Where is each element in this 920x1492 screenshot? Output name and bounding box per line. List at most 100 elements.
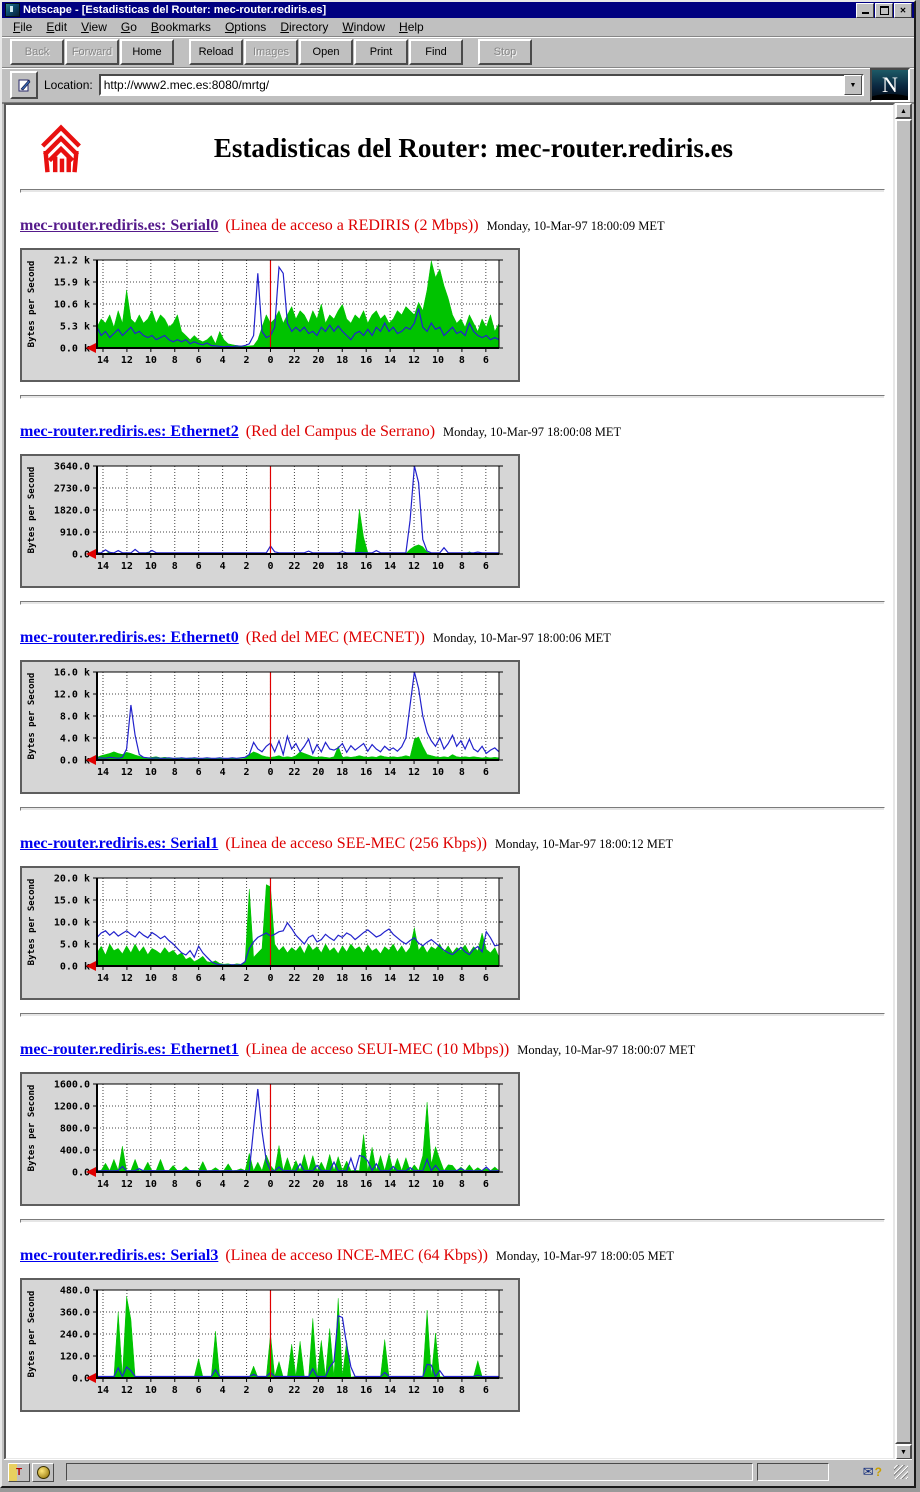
interface-link[interactable]: mec-router.rediris.es: Serial0 <box>20 217 219 234</box>
svg-text:20: 20 <box>312 767 324 778</box>
svg-text:12: 12 <box>121 561 133 572</box>
svg-text:14: 14 <box>384 973 396 984</box>
svg-text:8: 8 <box>459 355 465 366</box>
svg-text:0.0: 0.0 <box>72 1168 90 1179</box>
interface-link[interactable]: mec-router.rediris.es: Ethernet0 <box>20 629 239 646</box>
location-dropdown-button[interactable]: ▼ <box>844 75 862 95</box>
scrollbar-thumb[interactable] <box>895 119 912 1444</box>
menu-directory[interactable]: Directory <box>280 19 329 34</box>
traffic-graph[interactable]: 480.0 360.0 240.0 120.0 0.0 14 12 10 8 6 4 2 0 22 20 18… <box>20 1278 520 1412</box>
svg-text:4: 4 <box>220 767 226 778</box>
svg-text:10: 10 <box>145 1179 157 1190</box>
menu-options[interactable]: Options <box>224 19 267 34</box>
globe-icon <box>36 1465 50 1479</box>
menu-window[interactable]: Window <box>342 19 386 34</box>
svg-text:0.0 k: 0.0 k <box>60 756 90 767</box>
svg-text:Bytes per Second: Bytes per Second <box>27 1291 37 1378</box>
svg-text:20: 20 <box>312 973 324 984</box>
location-field: ▼ <box>98 74 864 96</box>
svg-text:10: 10 <box>432 1179 444 1190</box>
minimize-button[interactable] <box>856 2 874 18</box>
print-button[interactable]: Print <box>354 39 408 65</box>
svg-text:10: 10 <box>432 355 444 366</box>
svg-text:10: 10 <box>145 1385 157 1396</box>
svg-text:0.0 k: 0.0 k <box>60 344 90 355</box>
timestamp: Monday, 10-Mar-97 18:00:08 MET <box>443 425 622 439</box>
stop-button[interactable]: Stop <box>478 39 532 65</box>
svg-text:5.0 k: 5.0 k <box>60 940 90 951</box>
mail-icon: ✉ <box>862 1464 874 1479</box>
svg-text:20: 20 <box>312 561 324 572</box>
svg-text:12: 12 <box>408 561 420 572</box>
svg-text:18: 18 <box>336 767 348 778</box>
close-button[interactable]: ✕ <box>894 2 912 18</box>
images-button[interactable]: Images <box>244 39 298 65</box>
svg-text:360.0: 360.0 <box>60 1308 90 1319</box>
mail-indicator[interactable]: ✉? <box>863 1464 882 1480</box>
location-input[interactable] <box>100 77 844 93</box>
svg-text:8: 8 <box>172 561 178 572</box>
svg-text:5.3 k: 5.3 k <box>60 322 90 333</box>
status-bar: T ✉? <box>4 1459 912 1484</box>
status-tray-icon-2[interactable] <box>32 1462 54 1482</box>
maximize-button[interactable] <box>875 2 893 18</box>
svg-text:0: 0 <box>267 561 273 572</box>
svg-text:6: 6 <box>196 767 202 778</box>
traffic-graph[interactable]: 3640.0 2730.0 1820.0 910.0 0.0 14 12 10 8 6 4 2 0 22 2… <box>20 454 520 588</box>
netscape-logo[interactable]: N <box>870 68 910 102</box>
status-progress-field <box>756 1463 829 1481</box>
traffic-graph[interactable]: 21.2 k 15.9 k 10.6 k 5.3 k 0.0 k 14 12 10 8 6 4 2 0 2… <box>20 248 520 382</box>
mec-logo-icon <box>41 124 81 173</box>
menu-edit[interactable]: Edit <box>46 19 68 34</box>
back-button[interactable]: Back <box>10 39 64 65</box>
interface-link[interactable]: mec-router.rediris.es: Serial1 <box>20 835 219 852</box>
scroll-up-button[interactable]: ▲ <box>895 103 912 119</box>
home-button[interactable]: Home <box>120 39 174 65</box>
horizontal-rule <box>20 395 885 399</box>
chevron-down-icon: ▼ <box>849 81 857 89</box>
svg-text:Bytes per Second: Bytes per Second <box>27 467 37 554</box>
interface-link[interactable]: mec-router.rediris.es: Ethernet2 <box>20 423 239 440</box>
svg-text:22: 22 <box>288 1385 300 1396</box>
svg-text:10: 10 <box>145 561 157 572</box>
svg-text:6: 6 <box>483 973 489 984</box>
location-link-icon[interactable] <box>10 71 38 99</box>
svg-text:2: 2 <box>244 767 250 778</box>
scroll-down-button[interactable]: ▼ <box>895 1444 912 1460</box>
menu-go[interactable]: Go <box>120 19 137 34</box>
svg-text:4: 4 <box>220 1385 226 1396</box>
svg-text:10.6 k: 10.6 k <box>54 300 90 311</box>
svg-text:Bytes per Second: Bytes per Second <box>27 1085 37 1172</box>
toolbar: Back Forward Home Reload Images Open Print Find… <box>2 37 914 68</box>
quill-page-icon <box>18 78 30 91</box>
reload-button[interactable]: Reload <box>189 39 243 65</box>
svg-text:8: 8 <box>459 973 465 984</box>
traffic-graph[interactable]: 20.0 k 15.0 k 10.0 k 5.0 k 0.0 k 14 12 10 8 6 4 2 0 2… <box>20 866 520 1000</box>
svg-text:2: 2 <box>244 1179 250 1190</box>
svg-text:12: 12 <box>121 1179 133 1190</box>
svg-text:0.0: 0.0 <box>72 550 90 561</box>
svg-text:20: 20 <box>312 355 324 366</box>
svg-text:400.0: 400.0 <box>60 1146 90 1157</box>
interface-link[interactable]: mec-router.rediris.es: Serial3 <box>20 1247 219 1264</box>
open-button[interactable]: Open <box>299 39 353 65</box>
menu-view[interactable]: View <box>81 19 107 34</box>
section-heading: mec-router.rediris.es: Ethernet2 (Red del… <box>20 423 893 441</box>
traffic-graph[interactable]: 16.0 k 12.0 k 8.0 k 4.0 k 0.0 k 14 12 10 8 6 4 2 0 22… <box>20 660 520 794</box>
status-tray-icon-1[interactable]: T <box>8 1462 30 1482</box>
forward-button[interactable]: Forward <box>65 39 119 65</box>
svg-text:8: 8 <box>459 1179 465 1190</box>
section-heading: mec-router.rediris.es: Ethernet1 (Linea d… <box>20 1041 893 1059</box>
traffic-graph[interactable]: 1600.0 1200.0 800.0 400.0 0.0 14 12 10 8 6 4 2 0 22 20… <box>20 1072 520 1206</box>
menu-bookmarks[interactable]: Bookmarks <box>150 19 211 34</box>
menu-help[interactable]: Help <box>399 19 424 34</box>
svg-text:8.0 k: 8.0 k <box>60 712 90 723</box>
menu-file[interactable]: File <box>13 19 33 34</box>
interface-link[interactable]: mec-router.rediris.es: Ethernet1 <box>20 1041 239 1058</box>
svg-text:16: 16 <box>360 1179 372 1190</box>
title-bar[interactable]: Netscape - [Estadisticas del Router: mec… <box>2 2 914 18</box>
resize-grip[interactable] <box>894 1465 908 1479</box>
find-button[interactable]: Find <box>409 39 463 65</box>
section-heading: mec-router.rediris.es: Ethernet0 (Red del… <box>20 629 893 647</box>
